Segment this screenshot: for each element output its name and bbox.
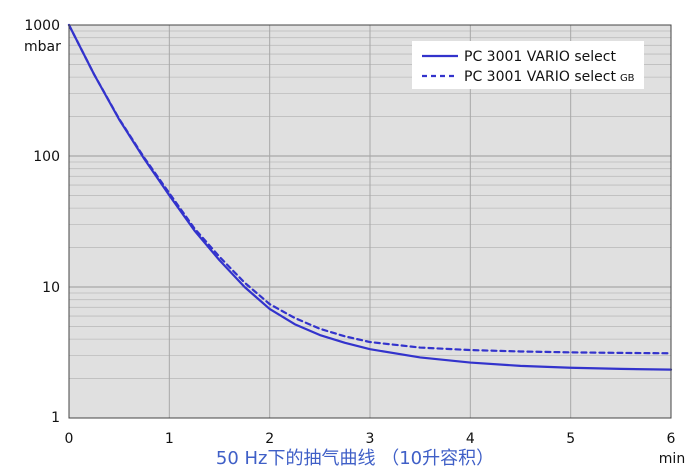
- y-tick-label: 1: [51, 410, 60, 426]
- chart-title: 50 Hz下的抽气曲线 （10升容积）: [216, 448, 494, 467]
- series-line-dashed: [67, 23, 673, 355]
- legend-box: [412, 41, 644, 89]
- grid: [69, 25, 671, 418]
- y-axis-label: mbar: [24, 39, 61, 55]
- legend: PC 3001 VARIO select PC 3001 VARIO selec…: [412, 41, 644, 89]
- x-tick-label: 4: [466, 431, 475, 447]
- legend-label-dashed: PC 3001 VARIO select GB: [464, 69, 635, 85]
- y-tick-label: 1000: [24, 18, 60, 34]
- y-tick-label: 10: [42, 280, 60, 296]
- series-layer: [67, 23, 673, 371]
- x-tick-label: 2: [265, 431, 274, 447]
- x-axis-label: min: [659, 451, 685, 467]
- legend-label-solid: PC 3001 VARIO select: [464, 49, 616, 65]
- y-tick-label: 100: [33, 149, 60, 165]
- plot-frame: [68, 24, 672, 419]
- x-tick-label: 1: [165, 431, 174, 447]
- legend-label-dashed-suffix: GB: [620, 73, 635, 84]
- legend-label-dashed-name: PC 3001 VARIO select: [464, 69, 616, 85]
- x-tick-label: 0: [65, 431, 74, 447]
- x-tick-label: 3: [366, 431, 375, 447]
- x-tick-label: 5: [566, 431, 575, 447]
- x-tick-label: 6: [667, 431, 676, 447]
